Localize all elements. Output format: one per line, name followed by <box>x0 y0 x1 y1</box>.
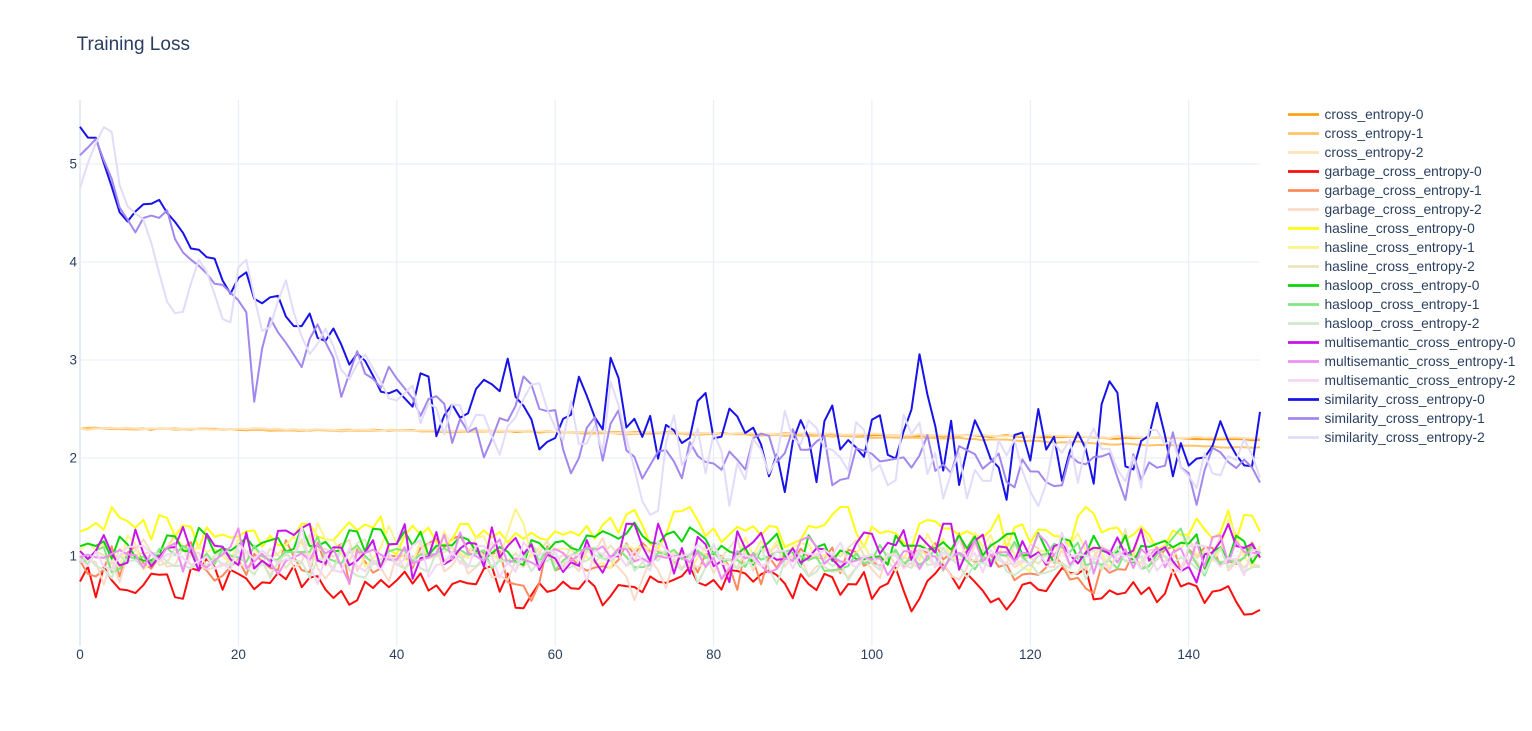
svg-text:similarity_cross_entropy-1: similarity_cross_entropy-1 <box>1325 411 1485 426</box>
svg-text:hasline_cross_entropy-0: hasline_cross_entropy-0 <box>1325 221 1476 236</box>
svg-text:similarity_cross_entropy-0: similarity_cross_entropy-0 <box>1325 392 1486 407</box>
svg-text:garbage_cross_entropy-2: garbage_cross_entropy-2 <box>1325 202 1482 217</box>
svg-text:3: 3 <box>69 353 77 368</box>
svg-text:80: 80 <box>706 647 721 662</box>
svg-text:hasline_cross_entropy-1: hasline_cross_entropy-1 <box>1325 240 1475 255</box>
svg-text:60: 60 <box>548 647 563 662</box>
svg-text:hasloop_cross_entropy-2: hasloop_cross_entropy-2 <box>1325 316 1480 331</box>
svg-text:hasloop_cross_entropy-1: hasloop_cross_entropy-1 <box>1325 297 1480 312</box>
svg-text:20: 20 <box>231 647 246 662</box>
svg-text:cross_entropy-0: cross_entropy-0 <box>1325 107 1424 122</box>
svg-text:multisemantic_cross_entropy-2: multisemantic_cross_entropy-2 <box>1325 373 1516 388</box>
svg-text:hasline_cross_entropy-2: hasline_cross_entropy-2 <box>1325 259 1475 274</box>
svg-text:garbage_cross_entropy-0: garbage_cross_entropy-0 <box>1325 164 1483 179</box>
svg-text:0: 0 <box>76 647 84 662</box>
svg-text:cross_entropy-1: cross_entropy-1 <box>1325 126 1424 141</box>
svg-text:similarity_cross_entropy-2: similarity_cross_entropy-2 <box>1325 430 1485 445</box>
svg-text:hasloop_cross_entropy-0: hasloop_cross_entropy-0 <box>1325 278 1480 293</box>
svg-text:multisemantic_cross_entropy-0: multisemantic_cross_entropy-0 <box>1325 335 1516 350</box>
svg-text:cross_entropy-2: cross_entropy-2 <box>1325 145 1424 160</box>
svg-text:100: 100 <box>861 647 884 662</box>
svg-text:40: 40 <box>389 647 404 662</box>
svg-text:2: 2 <box>69 451 77 466</box>
svg-text:multisemantic_cross_entropy-1: multisemantic_cross_entropy-1 <box>1325 354 1516 369</box>
svg-text:140: 140 <box>1177 647 1200 662</box>
svg-text:5: 5 <box>69 157 77 172</box>
svg-text:120: 120 <box>1019 647 1042 662</box>
svg-text:garbage_cross_entropy-1: garbage_cross_entropy-1 <box>1325 183 1482 198</box>
svg-text:Training Loss: Training Loss <box>77 34 190 55</box>
svg-text:1: 1 <box>69 549 77 564</box>
svg-text:4: 4 <box>69 255 77 270</box>
